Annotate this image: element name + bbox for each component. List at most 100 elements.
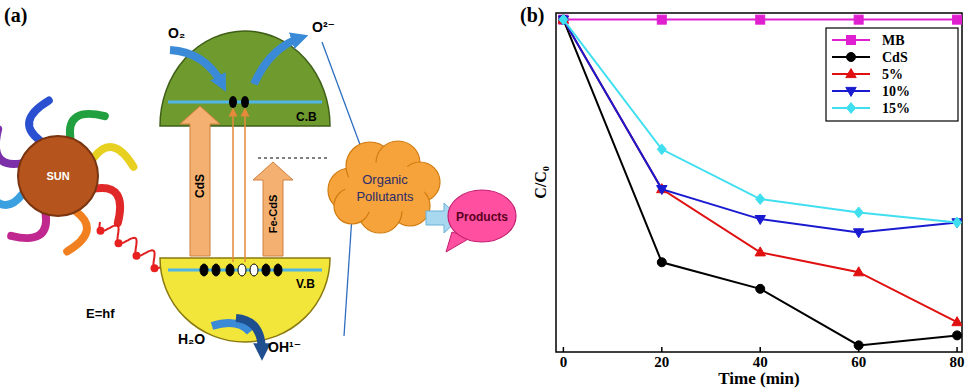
- sun-ray: [0, 129, 20, 164]
- figure: (a) SUN E=hf C.B V.B CdS Fe-CdS O₂ O²⁻ H₂O OH¹⁻ Org…: [0, 0, 969, 388]
- x-tick: [661, 347, 663, 352]
- x-tick: [563, 347, 565, 352]
- electron: [212, 264, 220, 276]
- legend-box: [826, 28, 958, 121]
- superoxide-label: O²⁻: [312, 19, 335, 35]
- photon-dot: [151, 264, 159, 272]
- electron: [200, 264, 208, 276]
- conduction-band: [160, 31, 330, 126]
- series-marker: [953, 217, 962, 228]
- pollutant-label: Organic: [362, 172, 408, 187]
- sun-ray: [94, 147, 134, 167]
- cds-label: CdS: [193, 174, 207, 198]
- cloud-core: [345, 162, 425, 214]
- hydroxyl-to-pollutant: [344, 216, 352, 336]
- sun-ray: [67, 212, 87, 252]
- oxygen-in-arrow: [170, 50, 222, 84]
- series-marker: [756, 194, 765, 205]
- x-axis-label: Time (min): [718, 369, 799, 388]
- chart-panel: (b)020406080Time (min)C/C₀MBCdS5%10%15%: [520, 4, 965, 388]
- diagram-panel: (a) SUN E=hf C.B V.B CdS Fe-CdS O₂ O²⁻ H₂O OH¹⁻ Org…: [0, 4, 516, 355]
- electron: [229, 96, 237, 108]
- hydroxyl-arrow: [236, 318, 262, 352]
- series-marker: [755, 216, 765, 225]
- legend: MBCdS5%10%15%: [826, 28, 958, 121]
- cb-label: C.B: [296, 110, 317, 124]
- dopant-level: [258, 157, 330, 158]
- water-arrow: [212, 323, 250, 332]
- hole: [250, 264, 258, 276]
- series-marker: [657, 144, 666, 155]
- vb-label: V.B: [296, 277, 315, 291]
- page: {"chart_data": {"type": "line", "title":…: [0, 0, 969, 388]
- products-label: Products: [456, 210, 508, 224]
- series-marker: [854, 341, 863, 350]
- x-tick-label: 60: [851, 354, 866, 370]
- superoxide-out-arrow: [254, 38, 300, 84]
- series-marker: [952, 317, 962, 326]
- series-marker: [559, 14, 568, 25]
- excitation-arrow: [232, 112, 234, 262]
- valence-band: [160, 258, 330, 342]
- sun-ray: [11, 214, 46, 238]
- legend-label: 10%: [882, 84, 910, 99]
- excitation-arrow: [244, 112, 246, 262]
- sun-ray: [29, 101, 49, 141]
- pollutant-cloud: Organic Pollutants: [328, 141, 440, 233]
- plot-frame: [556, 13, 962, 352]
- water-label: H₂O: [178, 331, 205, 347]
- plot-data: [558, 14, 962, 350]
- photon-dot: [97, 227, 105, 235]
- energy-label: E=hf: [86, 306, 115, 321]
- sun: [18, 136, 98, 216]
- superoxide-to-pollutant: [322, 42, 362, 150]
- series-marker: [755, 247, 765, 256]
- photon-dot: [115, 239, 123, 247]
- series-marker: [953, 15, 962, 24]
- x-tick-label: 20: [654, 354, 669, 370]
- series-line: [563, 20, 957, 223]
- fe-cds-label: Fe-CdS: [267, 195, 279, 234]
- legend-marker: [847, 53, 856, 62]
- pollutant-label: Pollutants: [356, 189, 414, 204]
- sun-ray: [96, 188, 120, 223]
- legend-marker: [846, 69, 856, 78]
- series-marker: [657, 186, 667, 195]
- series-marker: [854, 207, 863, 218]
- series-line: [563, 20, 957, 323]
- sun-label: SUN: [46, 170, 69, 182]
- hole: [238, 264, 246, 276]
- electron: [262, 264, 270, 276]
- panel-label: (a): [4, 4, 27, 27]
- x-tick-label: 80: [950, 354, 965, 370]
- photon-dot: [133, 252, 141, 260]
- y-axis-label: C/C₀: [532, 166, 549, 199]
- cds-arrow: [180, 106, 220, 256]
- hydroxyl-label: OH¹⁻: [268, 339, 301, 355]
- legend-marker: [847, 103, 856, 114]
- series-line: [563, 20, 957, 233]
- series-marker: [953, 331, 962, 340]
- electron: [241, 96, 249, 108]
- electron: [226, 264, 234, 276]
- series-marker: [657, 15, 666, 24]
- x-tick-label: 40: [753, 354, 768, 370]
- series-marker: [854, 15, 863, 24]
- series-marker: [854, 267, 864, 276]
- legend-label: CdS: [882, 50, 908, 65]
- series-marker: [854, 229, 864, 238]
- x-tick: [759, 347, 761, 352]
- series-marker: [756, 284, 765, 293]
- products-bubble: [448, 190, 516, 242]
- series-marker: [657, 258, 666, 267]
- x-tick: [956, 347, 958, 352]
- legend-marker: [847, 36, 856, 45]
- oxygen-label: O₂: [168, 25, 185, 41]
- legend-marker: [846, 87, 856, 96]
- series-line: [563, 20, 957, 346]
- legend-label: 5%: [882, 67, 903, 82]
- sun-ray: [70, 114, 105, 138]
- legend-label: 15%: [882, 101, 910, 116]
- x-tick-label: 0: [560, 354, 568, 370]
- series-marker: [756, 15, 765, 24]
